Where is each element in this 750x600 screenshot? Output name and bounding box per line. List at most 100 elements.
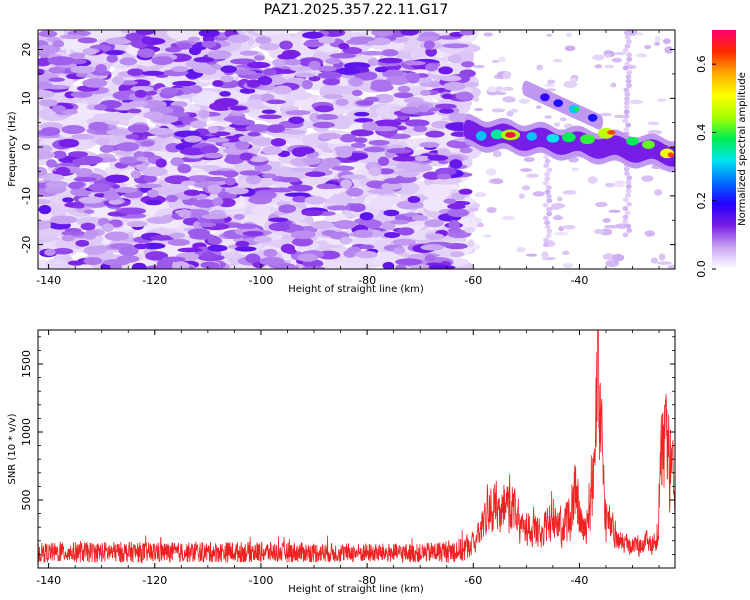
noise-background-blob [289, 170, 308, 180]
noise-blob [308, 75, 321, 82]
noise-blob [423, 40, 435, 50]
noise-blob [39, 99, 58, 107]
noise-blob [165, 46, 182, 53]
noise-blob [314, 105, 334, 113]
sparse-speckle [553, 122, 561, 127]
snr-panel: -140 -120 -100 -80 -60 -40 500 1000 1500 Height… [7, 329, 676, 595]
noise-blob [461, 61, 475, 68]
noise-blob [135, 163, 147, 171]
sparse-speckle [486, 207, 497, 214]
noise-blob [371, 30, 394, 37]
noise-blob [141, 70, 165, 76]
noise-blob [336, 149, 353, 158]
noise-blob [150, 235, 175, 241]
noise-blob [395, 162, 423, 171]
noise-blob [45, 159, 57, 168]
faint-streak [622, 219, 629, 225]
faint-streak [625, 122, 632, 128]
faint-streak [622, 232, 629, 238]
noise-blob [268, 187, 295, 193]
faint-streak [625, 78, 632, 84]
noise-blob [262, 145, 283, 155]
y-tick-label: 500 [20, 490, 33, 511]
noise-blob [318, 132, 343, 140]
colorbar-ticks: 0.0 0.2 0.4 0.6 [695, 55, 716, 278]
noise-blob [73, 176, 97, 182]
noise-blob [245, 174, 262, 185]
sparse-speckle [569, 77, 577, 81]
spectrogram-y-axis-label: Frequency (Hz) [7, 111, 18, 187]
noise-blob [127, 124, 150, 133]
sparse-speckle [469, 207, 479, 212]
noise-blob [359, 50, 387, 56]
faint-streak [546, 167, 553, 173]
noise-blob [38, 199, 52, 205]
faint-streak [622, 118, 629, 124]
noise-blob [270, 138, 287, 147]
noise-blob [75, 239, 90, 247]
colorbar-tick-label: 0.0 [695, 260, 708, 278]
sparse-speckle [654, 189, 663, 196]
secondary-band-peak [553, 99, 563, 108]
noise-blob [106, 129, 134, 136]
noise-blob [382, 69, 405, 78]
faint-streak [625, 223, 632, 229]
noise-blob [304, 196, 326, 205]
noise-blob [245, 124, 272, 133]
faint-streak [623, 109, 630, 115]
sparse-speckle [636, 32, 644, 36]
sparse-speckle [664, 46, 674, 54]
noise-blob [94, 104, 108, 111]
noise-blob [68, 151, 89, 158]
noise-blob [261, 173, 277, 179]
y-tick-label: -20 [20, 236, 33, 254]
noise-blob [312, 121, 335, 129]
noise-blob [395, 264, 407, 269]
sparse-speckle [594, 201, 608, 208]
noise-blob [425, 47, 437, 57]
noise-blob [400, 106, 421, 114]
faint-streak [622, 65, 629, 71]
sparse-speckle [594, 64, 603, 69]
sparse-speckle [614, 180, 626, 188]
noise-blob [204, 176, 227, 182]
noise-blob [40, 127, 61, 136]
noise-blob [317, 71, 343, 79]
noise-blob [207, 244, 228, 252]
sparse-speckle [654, 42, 660, 46]
noise-blob [190, 120, 207, 129]
faint-streak [543, 242, 549, 248]
sparse-speckle [604, 64, 615, 69]
spectrogram-frame [37, 29, 676, 270]
noise-blob [38, 151, 55, 160]
noise-blob [371, 126, 398, 132]
noise-blob [339, 236, 353, 245]
noise-blob [220, 65, 237, 73]
noise-blob [127, 108, 142, 114]
noise-background-blob [422, 183, 452, 199]
sparse-speckle [605, 182, 615, 188]
noise-blob [82, 48, 98, 56]
noise-blob [443, 198, 456, 204]
sparse-speckle [546, 33, 553, 37]
noise-blob [425, 130, 445, 138]
noise-blob [239, 170, 262, 176]
noise-blob [233, 223, 260, 229]
sparse-speckle [502, 86, 514, 92]
noise-blob [75, 167, 93, 177]
noise-blob [227, 187, 249, 195]
noise-blob [197, 217, 212, 224]
faint-streak [624, 34, 631, 40]
faint-streak [543, 163, 550, 169]
noise-blob [95, 63, 107, 74]
noise-blob [425, 233, 445, 240]
noise-blob [438, 108, 454, 114]
noise-blob [251, 137, 275, 147]
noise-blob [52, 150, 67, 159]
noise-blob [80, 222, 96, 231]
noise-blob [376, 168, 395, 175]
faint-streak [543, 237, 549, 243]
noise-blob [262, 68, 277, 76]
sparse-speckle [526, 173, 539, 178]
noise-blob [177, 163, 192, 174]
